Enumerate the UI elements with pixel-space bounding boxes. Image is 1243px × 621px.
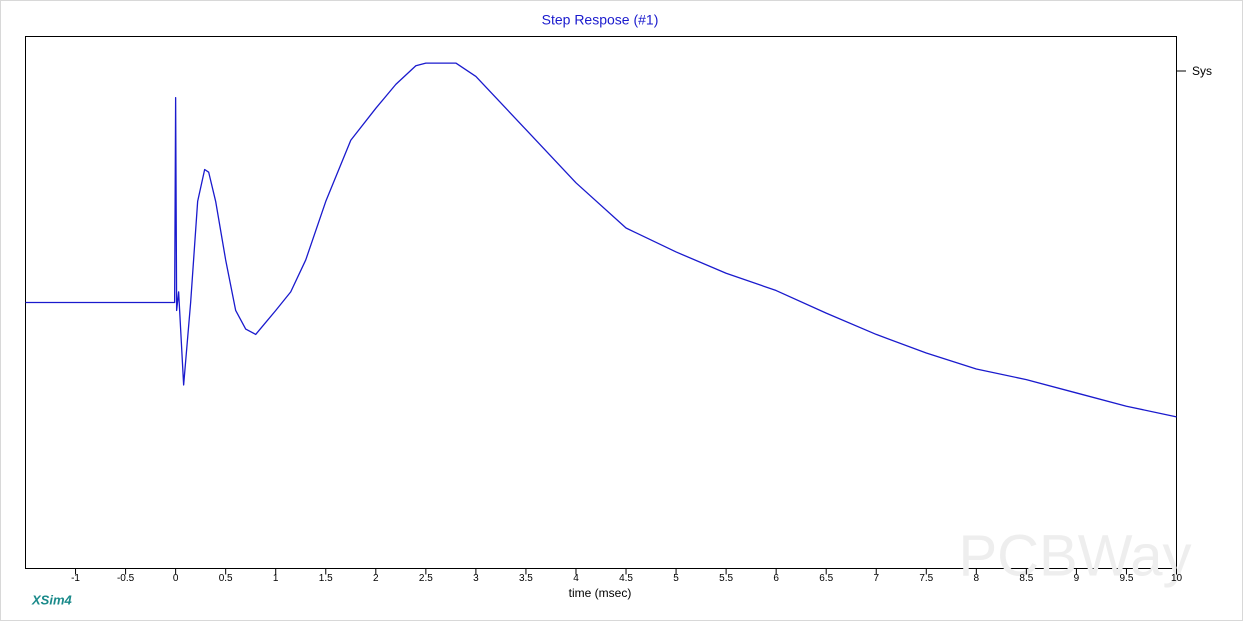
x-tick-label: 6: [773, 573, 779, 584]
x-tick-label: 0: [173, 573, 179, 584]
x-tick-label: 7.5: [919, 573, 933, 584]
x-axis-label: time (msec): [569, 586, 632, 600]
x-tick-label: -0.5: [117, 573, 135, 584]
chart-title: Step Respose (#1): [542, 12, 659, 28]
x-tick-label: 8.5: [1019, 573, 1033, 584]
x-tick-label: 5.5: [719, 573, 733, 584]
x-tick-label: -1: [71, 573, 80, 584]
legend-label: Sys: [1192, 64, 1212, 78]
x-tick-label: 3.5: [519, 573, 533, 584]
x-tick-label: 9: [1074, 573, 1080, 584]
x-tick-label: 7: [873, 573, 879, 584]
x-tick-label: 2: [373, 573, 379, 584]
x-tick-label: 3: [473, 573, 479, 584]
x-tick-label: 4.5: [619, 573, 633, 584]
x-tick-label: 4: [573, 573, 579, 584]
x-tick-label: 9.5: [1120, 573, 1134, 584]
x-tick-label: 1.5: [319, 573, 333, 584]
x-tick-label: 1: [273, 573, 279, 584]
x-tick-label: 10: [1171, 573, 1183, 584]
series-line: [25, 62, 1177, 418]
x-tick-label: 5: [673, 573, 679, 584]
brand-label: XSim4: [31, 592, 73, 607]
watermark: PCBWay: [958, 523, 1191, 588]
x-tick-label: 6.5: [819, 573, 833, 584]
x-tick-label: 8: [974, 573, 980, 584]
x-tick-label: 0.5: [219, 573, 233, 584]
x-tick-label: 2.5: [419, 573, 433, 584]
